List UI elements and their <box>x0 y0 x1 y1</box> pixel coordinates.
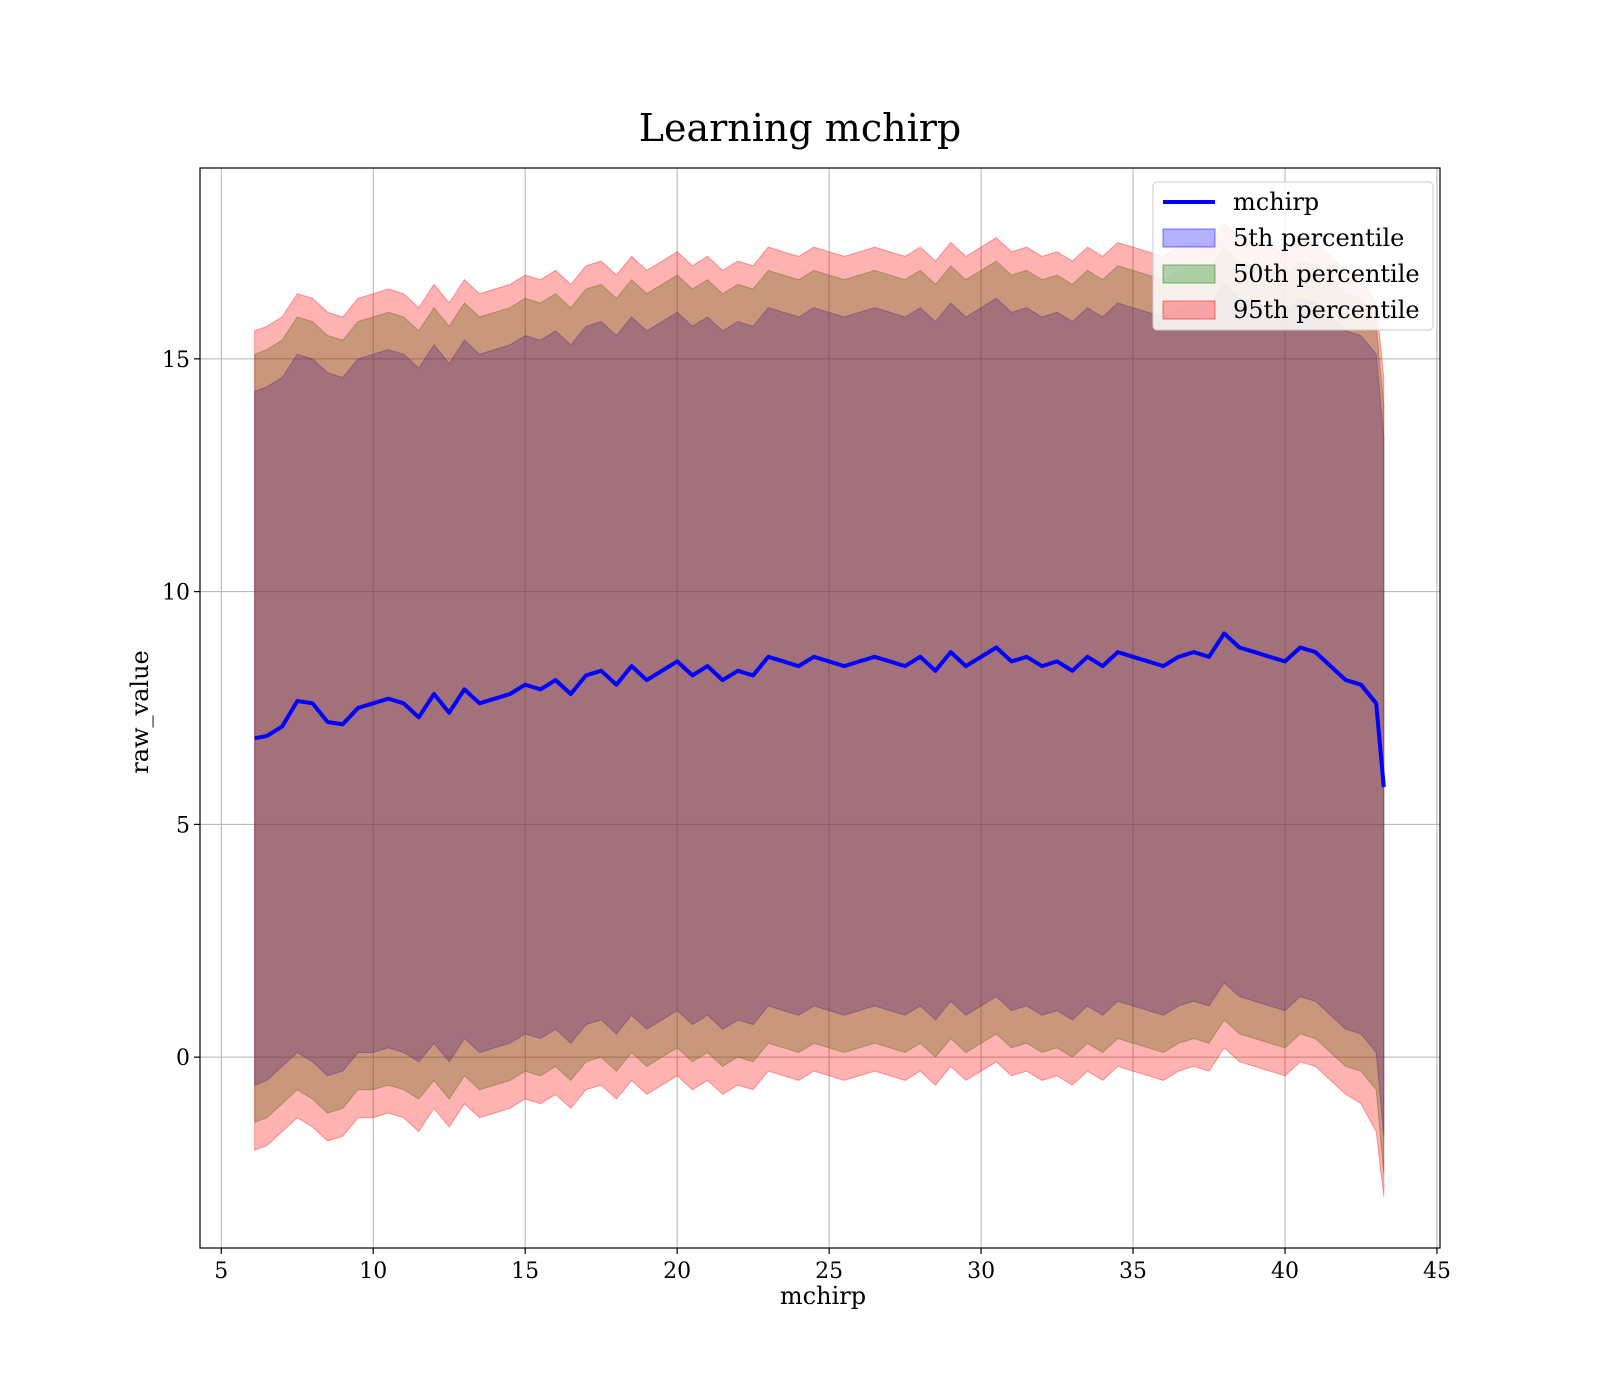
legend-box <box>1152 181 1434 331</box>
x-tick-label: 40 <box>1271 1259 1299 1284</box>
mchirp-line-layer <box>254 631 1386 788</box>
y-tick-label: 10 <box>162 581 190 606</box>
x-axis-title: mchirp <box>780 1282 866 1310</box>
legend-label: 50th percentile <box>1233 260 1420 288</box>
x-tick-label: 20 <box>663 1259 691 1284</box>
y-tick-label: 0 <box>176 1046 190 1071</box>
ticks: 5 10 15 20 25 30 35 40 45 0 5 10 15 <box>162 348 1451 1284</box>
chart-title: Learning mchirp <box>639 106 961 150</box>
x-tick-label: 25 <box>815 1259 843 1284</box>
x-tick-label: 35 <box>1119 1259 1147 1284</box>
y-tick-label: 15 <box>162 348 190 373</box>
plot-frame <box>199 167 1441 1249</box>
band-50th-percentile <box>254 246 1385 1174</box>
x-tick-label: 5 <box>214 1259 228 1284</box>
legend-label: mchirp <box>1233 188 1319 216</box>
legend-label: 95th percentile <box>1233 296 1420 324</box>
band-5th-percentile <box>254 283 1385 1137</box>
legend-swatch <box>1162 264 1216 284</box>
x-tick-label: 15 <box>511 1259 539 1284</box>
y-tick-label: 5 <box>176 813 190 838</box>
x-tick-label: 30 <box>967 1259 995 1284</box>
legend-swatch <box>1162 300 1216 320</box>
band-95th-percentile <box>254 223 1385 1197</box>
x-tick-label: 45 <box>1423 1259 1451 1284</box>
grid <box>200 168 1440 1248</box>
percentile-bands <box>254 223 1385 1197</box>
legend: mchirp 5th percentile 50th percentile 95th … <box>1152 181 1434 331</box>
legend-label: 5th percentile <box>1233 224 1404 252</box>
x-tick-label: 10 <box>359 1259 387 1284</box>
legend-swatch <box>1162 228 1216 248</box>
y-axis-title: raw_value <box>126 650 154 774</box>
mchirp-line <box>254 631 1386 788</box>
